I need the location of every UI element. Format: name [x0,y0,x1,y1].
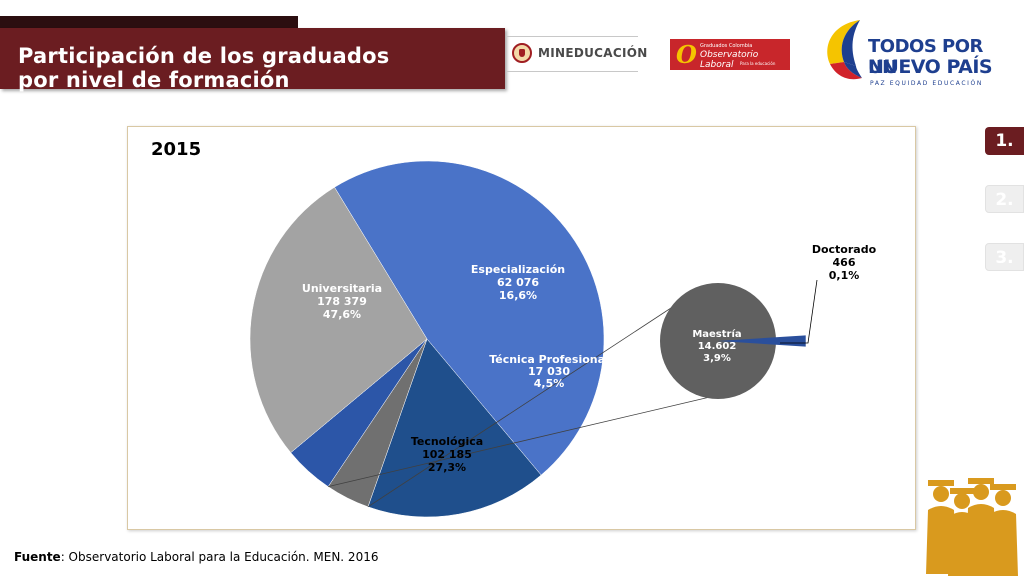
colombia-crest-icon [512,43,532,63]
observatorio-logo-line3: Para la educación [740,61,776,66]
connector-line-2 [328,396,711,488]
todos-por-un-nuevo-pais-logo: TODOS POR UN NUEVO PAÍS PAZ EQUIDAD EDUC… [818,16,1008,91]
label-especializacion-percent: 16,6% [499,289,537,302]
pie-connectors [328,284,711,508]
label-maestria-name: Maestría [692,328,741,340]
title-banner-front: Participación de los graduados por nivel… [0,28,505,92]
mineducacion-logo: MINEDUCACIÓN [506,36,647,72]
source-label: Fuente [14,550,61,564]
secondary-slice-doctorado [718,335,806,347]
label-universitaria-name: Universitaria [302,282,382,295]
nav-tab-2[interactable]: 2. [985,185,1024,213]
mineducacion-logo-text: MINEDUCACIÓN [538,46,648,60]
observatorio-logo-line1: Graduados Colombia [700,43,753,49]
flag-swoosh-icon [827,20,862,80]
label-tecnica-name: Técnica Profesional [489,353,609,366]
label-tecnologica-name: Tecnológica [411,435,483,448]
label-doctorado-name: Doctorado [812,243,877,256]
chart-title: 2015 [151,139,201,160]
label-maestria-value: 14.602 [698,341,737,352]
source-note: Fuente: Observatorio Laboral para la Edu… [14,550,378,564]
label-tecnica-value: 17 030 [528,365,570,378]
doctorado-leader-line [780,279,818,344]
todos-logo-line3: PAZ EQUIDAD EDUCACIÓN [870,80,983,87]
label-tecnica-percent: 4,5% [534,377,565,390]
label-universitaria-value: 178 379 [317,295,367,308]
todos-logo-line1: TODOS POR UN [868,36,983,78]
connector-line-1 [367,284,707,508]
secondary-pie [660,283,806,399]
label-tecnologica-percent: 27,3% [428,461,466,474]
pie-slice-tecnologica [249,186,428,454]
observatorio-o-icon: O [676,40,697,69]
label-maestria-percent: 3,9% [703,353,731,364]
label-tecnologica-value: 102 185 [422,448,472,461]
title-banner: Participación de los graduados por nivel… [0,14,505,92]
label-doctorado-value: 466 [833,256,856,269]
nav-tab-1[interactable]: 1. [985,127,1024,155]
label-doctorado-percent: 0,1% [829,269,860,282]
observatorio-laboral-logo: O Graduados Colombia Observatorio Labora… [670,39,790,70]
page-title: Participación de los graduados por nivel… [18,44,390,92]
pie-slice-especializacion [367,338,542,518]
label-especializacion-value: 62 076 [497,276,539,289]
graduates-illustration-icon [926,478,1018,576]
label-universitaria-percent: 47,6% [323,308,361,321]
observatorio-logo-line2: Observatorio Laboral [700,50,759,70]
todos-logo-line2: NUEVO PAÍS [868,56,993,78]
nav-tab-3[interactable]: 3. [985,243,1024,271]
label-especializacion-name: Especialización [471,263,565,276]
source-text: : Observatorio Laboral para la Educación… [60,550,379,564]
